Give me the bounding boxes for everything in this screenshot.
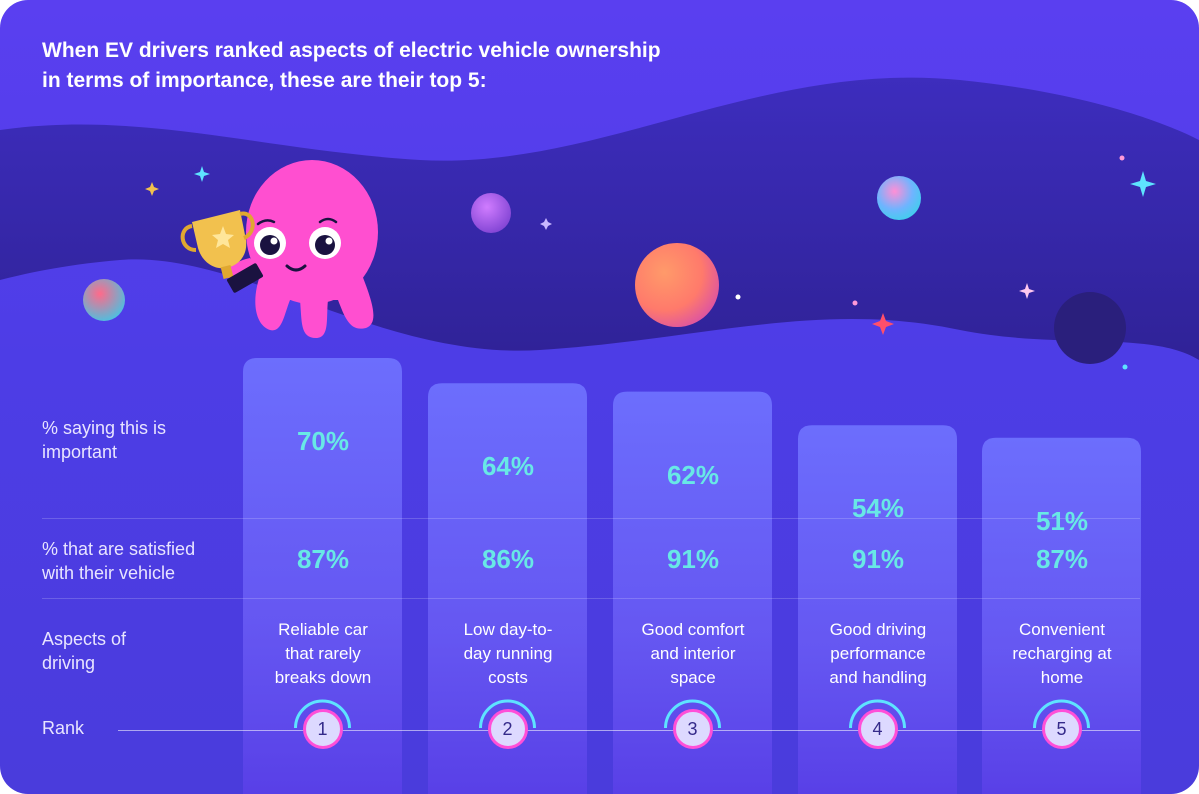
row-label-line: important xyxy=(42,442,118,462)
cyan-planet-icon xyxy=(877,176,921,220)
importance-value: 54% xyxy=(851,493,905,524)
satisfaction-value: 87% xyxy=(296,544,350,574)
aspect-label-line: Low day-to- xyxy=(463,620,553,639)
aspect-label-line: space xyxy=(670,668,716,687)
row-label-rank: Rank xyxy=(42,718,85,738)
aspect-label-line: Good comfort xyxy=(641,620,745,639)
aspect-label: Reliable car that rarely breaks down xyxy=(253,618,393,690)
trophy-icon xyxy=(180,210,263,293)
star-dot-icon xyxy=(1122,364,1128,370)
column-bar xyxy=(798,425,957,794)
satisfaction-value: 91% xyxy=(666,544,720,574)
sparkle-icon xyxy=(540,218,552,230)
row-divider xyxy=(42,598,1140,599)
rank-arc xyxy=(294,699,351,729)
star-dot-icon xyxy=(735,294,741,300)
star-dot-icon xyxy=(1119,155,1125,161)
rank-baseline xyxy=(118,730,1140,731)
sparkle-icon xyxy=(194,166,1156,197)
aspect-label-line: and interior xyxy=(650,644,736,663)
row-label-line: % that are satisfied xyxy=(42,539,196,559)
rank-badge: 1 xyxy=(302,709,343,749)
aspect-label-line: performance xyxy=(830,644,926,663)
aspect-label-line: day running xyxy=(463,644,553,663)
purple-planet-icon xyxy=(471,193,511,233)
row-divider xyxy=(42,518,1140,519)
row-label-line: with their vehicle xyxy=(42,563,176,583)
column-bar xyxy=(982,437,1141,794)
star-dot-icon xyxy=(852,300,858,306)
rank-arc xyxy=(664,699,721,729)
satisfaction-value: 86% xyxy=(481,544,535,574)
small-planet-icon xyxy=(83,279,125,321)
sparkle-icon xyxy=(1019,283,1035,299)
rank-arc xyxy=(479,699,536,729)
title-line: When EV drivers ranked aspects of electr… xyxy=(42,39,661,62)
row-label-line: driving xyxy=(42,653,96,673)
column-bar xyxy=(243,358,402,794)
rank-arc xyxy=(849,699,906,729)
row-label-line: % saying this is xyxy=(42,418,167,438)
title-line: in terms of importance, these are their … xyxy=(42,69,487,92)
aspect-label-line: costs xyxy=(488,668,528,687)
dark-planet-icon xyxy=(1054,292,1126,364)
importance-value: 62% xyxy=(666,459,720,490)
rank-badge: 2 xyxy=(487,709,528,749)
aspect-label-line: and handling xyxy=(829,668,927,687)
aspect-label-line: home xyxy=(1040,668,1084,687)
aspect-label-line: Reliable car xyxy=(278,620,368,639)
row-label-satisfied: % that are satisfied with their vehicle xyxy=(42,537,195,585)
orange-planet-icon xyxy=(635,243,719,327)
sparkle-icon xyxy=(145,182,159,196)
rank-badge: 3 xyxy=(672,709,713,749)
aspect-label: Good driving performance and handling xyxy=(808,618,948,690)
aspect-label-line: Good driving xyxy=(829,620,927,639)
chart-title: When EV drivers ranked aspects of electr… xyxy=(42,36,802,96)
row-label-aspects: Aspects of driving xyxy=(42,627,126,675)
aspect-label: Low day-to-day running costs xyxy=(438,618,578,690)
aspect-label-line: that rarely xyxy=(285,644,361,663)
row-label-important: % saying this is important xyxy=(42,416,166,464)
importance-value: 51% xyxy=(1035,505,1089,536)
column-bar xyxy=(428,383,587,794)
aspect-label: Good comfort and interior space xyxy=(623,618,763,690)
importance-value: 64% xyxy=(481,451,535,482)
aspect-label-line: Convenient xyxy=(1018,620,1105,639)
satisfaction-value: 91% xyxy=(851,544,905,574)
rank-arc xyxy=(1033,699,1090,729)
rank-badge: 5 xyxy=(1041,709,1082,749)
satisfaction-value: 87% xyxy=(1035,544,1089,574)
rank-badge: 4 xyxy=(857,709,898,749)
row-label-line: Aspects of xyxy=(42,629,127,649)
aspect-label: Convenient recharging at home xyxy=(992,618,1132,690)
aspect-label-line: recharging at xyxy=(1012,644,1112,663)
aspect-label-line: breaks down xyxy=(274,668,372,687)
sparkle-icon xyxy=(872,313,894,335)
importance-value: 70% xyxy=(296,426,350,456)
column-bar xyxy=(613,391,772,794)
